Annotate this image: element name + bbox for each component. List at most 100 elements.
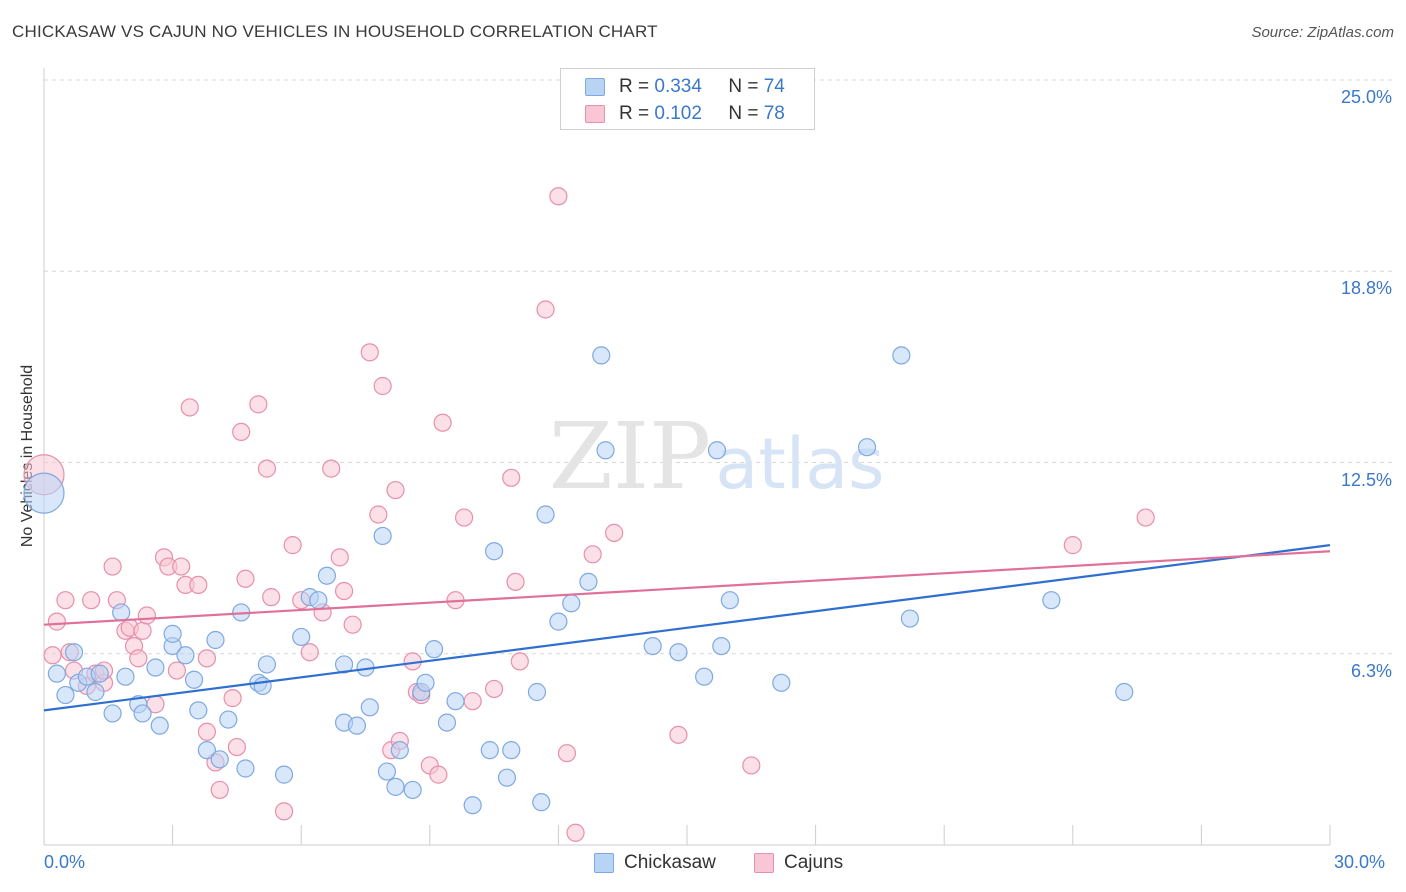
grid-lines xyxy=(44,79,1392,655)
cajuns-point xyxy=(167,661,186,680)
chickasaw-point xyxy=(592,346,611,365)
correlation-legend: R = 0.334 N = 74 R = 0.102 N = 78 xyxy=(560,68,815,130)
y-tick-label: 12.5% xyxy=(1340,469,1392,490)
chickasaw-point xyxy=(480,741,499,760)
cajuns-point xyxy=(210,780,229,800)
chickasaw-point xyxy=(1042,591,1061,610)
chickasaw-point xyxy=(437,713,457,732)
cajuns-point xyxy=(536,300,555,319)
chickasaw-point xyxy=(64,643,84,662)
legend-item-chickasaw[interactable]: Chickasaw xyxy=(594,852,716,874)
chickasaw-points xyxy=(23,346,1134,815)
cajuns-point xyxy=(429,765,448,784)
chickasaw-point xyxy=(502,741,521,760)
cajuns-point xyxy=(454,508,474,527)
chickasaw-point xyxy=(579,572,598,591)
cajuns-point xyxy=(502,468,521,487)
chickasaw-point xyxy=(176,646,195,665)
chickasaw-point xyxy=(103,704,122,723)
legend-swatch-blue xyxy=(585,78,605,96)
chickasaw-point xyxy=(133,704,152,723)
chickasaw-trend-line xyxy=(43,544,1331,712)
chickasaw-point xyxy=(669,643,688,662)
chickasaw-point xyxy=(56,685,75,705)
legend-n-label: N = xyxy=(728,103,764,124)
legend-r-label: R = xyxy=(619,103,655,124)
chickasaw-point xyxy=(373,526,392,546)
chickasaw-point xyxy=(86,682,105,702)
legend-label-chickasaw: Chickasaw xyxy=(624,852,716,873)
legend-item-cajuns[interactable]: Cajuns xyxy=(754,852,843,874)
cajuns-point xyxy=(510,652,529,671)
chickasaw-point xyxy=(219,710,238,729)
chickasaw-point xyxy=(292,627,311,647)
legend-r-label: R = xyxy=(619,76,655,97)
chickasaw-point xyxy=(317,566,337,585)
cajuns-point xyxy=(343,615,362,634)
chickasaw-point xyxy=(772,673,791,692)
cajuns-point xyxy=(485,679,504,699)
chickasaw-point xyxy=(189,701,208,720)
chickasaw-point xyxy=(643,636,662,656)
legend-n-value: 74 xyxy=(763,76,785,97)
chickasaw-point xyxy=(596,441,615,460)
chickasaw-point xyxy=(274,765,294,784)
chickasaw-point xyxy=(424,640,444,659)
cajuns-point xyxy=(669,725,688,744)
chickasaw-point xyxy=(47,664,66,683)
cajuns-point xyxy=(56,591,75,610)
legend-n-label: N = xyxy=(728,76,764,97)
cajuns-point xyxy=(433,413,452,432)
legend-r-value: 0.334 xyxy=(654,76,702,97)
chickasaw-point xyxy=(562,594,581,613)
cajuns-point xyxy=(47,612,66,631)
chickasaw-point xyxy=(485,542,504,561)
chickasaw-point xyxy=(532,793,551,812)
cajuns-point xyxy=(172,557,191,576)
cajuns-point xyxy=(232,422,251,441)
cajuns-point xyxy=(557,744,577,763)
cajuns-point xyxy=(1136,508,1155,527)
chickasaw-point xyxy=(360,698,379,717)
cajuns-point xyxy=(257,459,277,478)
chickasaw-point xyxy=(720,591,739,610)
cajuns-point xyxy=(463,692,482,711)
chickasaw-point xyxy=(210,750,229,769)
cajuns-point xyxy=(373,376,392,396)
chickasaw-point xyxy=(309,591,328,610)
chickasaw-point xyxy=(892,346,911,365)
chickasaw-point xyxy=(150,716,169,735)
source-credit: Source: ZipAtlas.com xyxy=(1251,24,1394,41)
cajuns-point xyxy=(249,395,268,414)
cajuns-point xyxy=(180,398,199,417)
cajuns-point xyxy=(549,187,568,206)
cajuns-point xyxy=(330,548,349,567)
cajuns-point xyxy=(274,802,294,821)
chickasaw-point xyxy=(446,692,465,711)
chart-title: CHICKASAW VS CAJUN NO VEHICLES IN HOUSEH… xyxy=(12,22,658,41)
chickasaw-point xyxy=(23,472,65,514)
cajuns-point xyxy=(506,572,525,591)
cajuns-point xyxy=(262,588,281,607)
chickasaw-point xyxy=(206,630,225,650)
chickasaw-point xyxy=(377,762,397,781)
cajuns-point xyxy=(103,557,122,576)
chickasaw-point xyxy=(707,441,727,460)
chickasaw-point xyxy=(253,676,272,695)
chickasaw-point xyxy=(497,768,517,787)
trend-lines xyxy=(43,544,1331,712)
legend-label-cajuns: Cajuns xyxy=(784,852,844,873)
legend-n-value: 78 xyxy=(763,103,785,124)
cajuns-point xyxy=(566,823,585,842)
cajuns-point xyxy=(605,523,624,542)
cajuns-point xyxy=(129,649,148,668)
cajuns-point xyxy=(82,591,101,610)
chickasaw-point xyxy=(695,667,714,686)
legend-swatch-pink xyxy=(754,853,774,873)
y-tick-label: 18.8% xyxy=(1340,278,1392,299)
cajuns-point xyxy=(300,643,319,662)
chickasaw-point xyxy=(900,609,920,628)
cajuns-point xyxy=(197,722,216,741)
cajuns-point xyxy=(197,649,216,668)
